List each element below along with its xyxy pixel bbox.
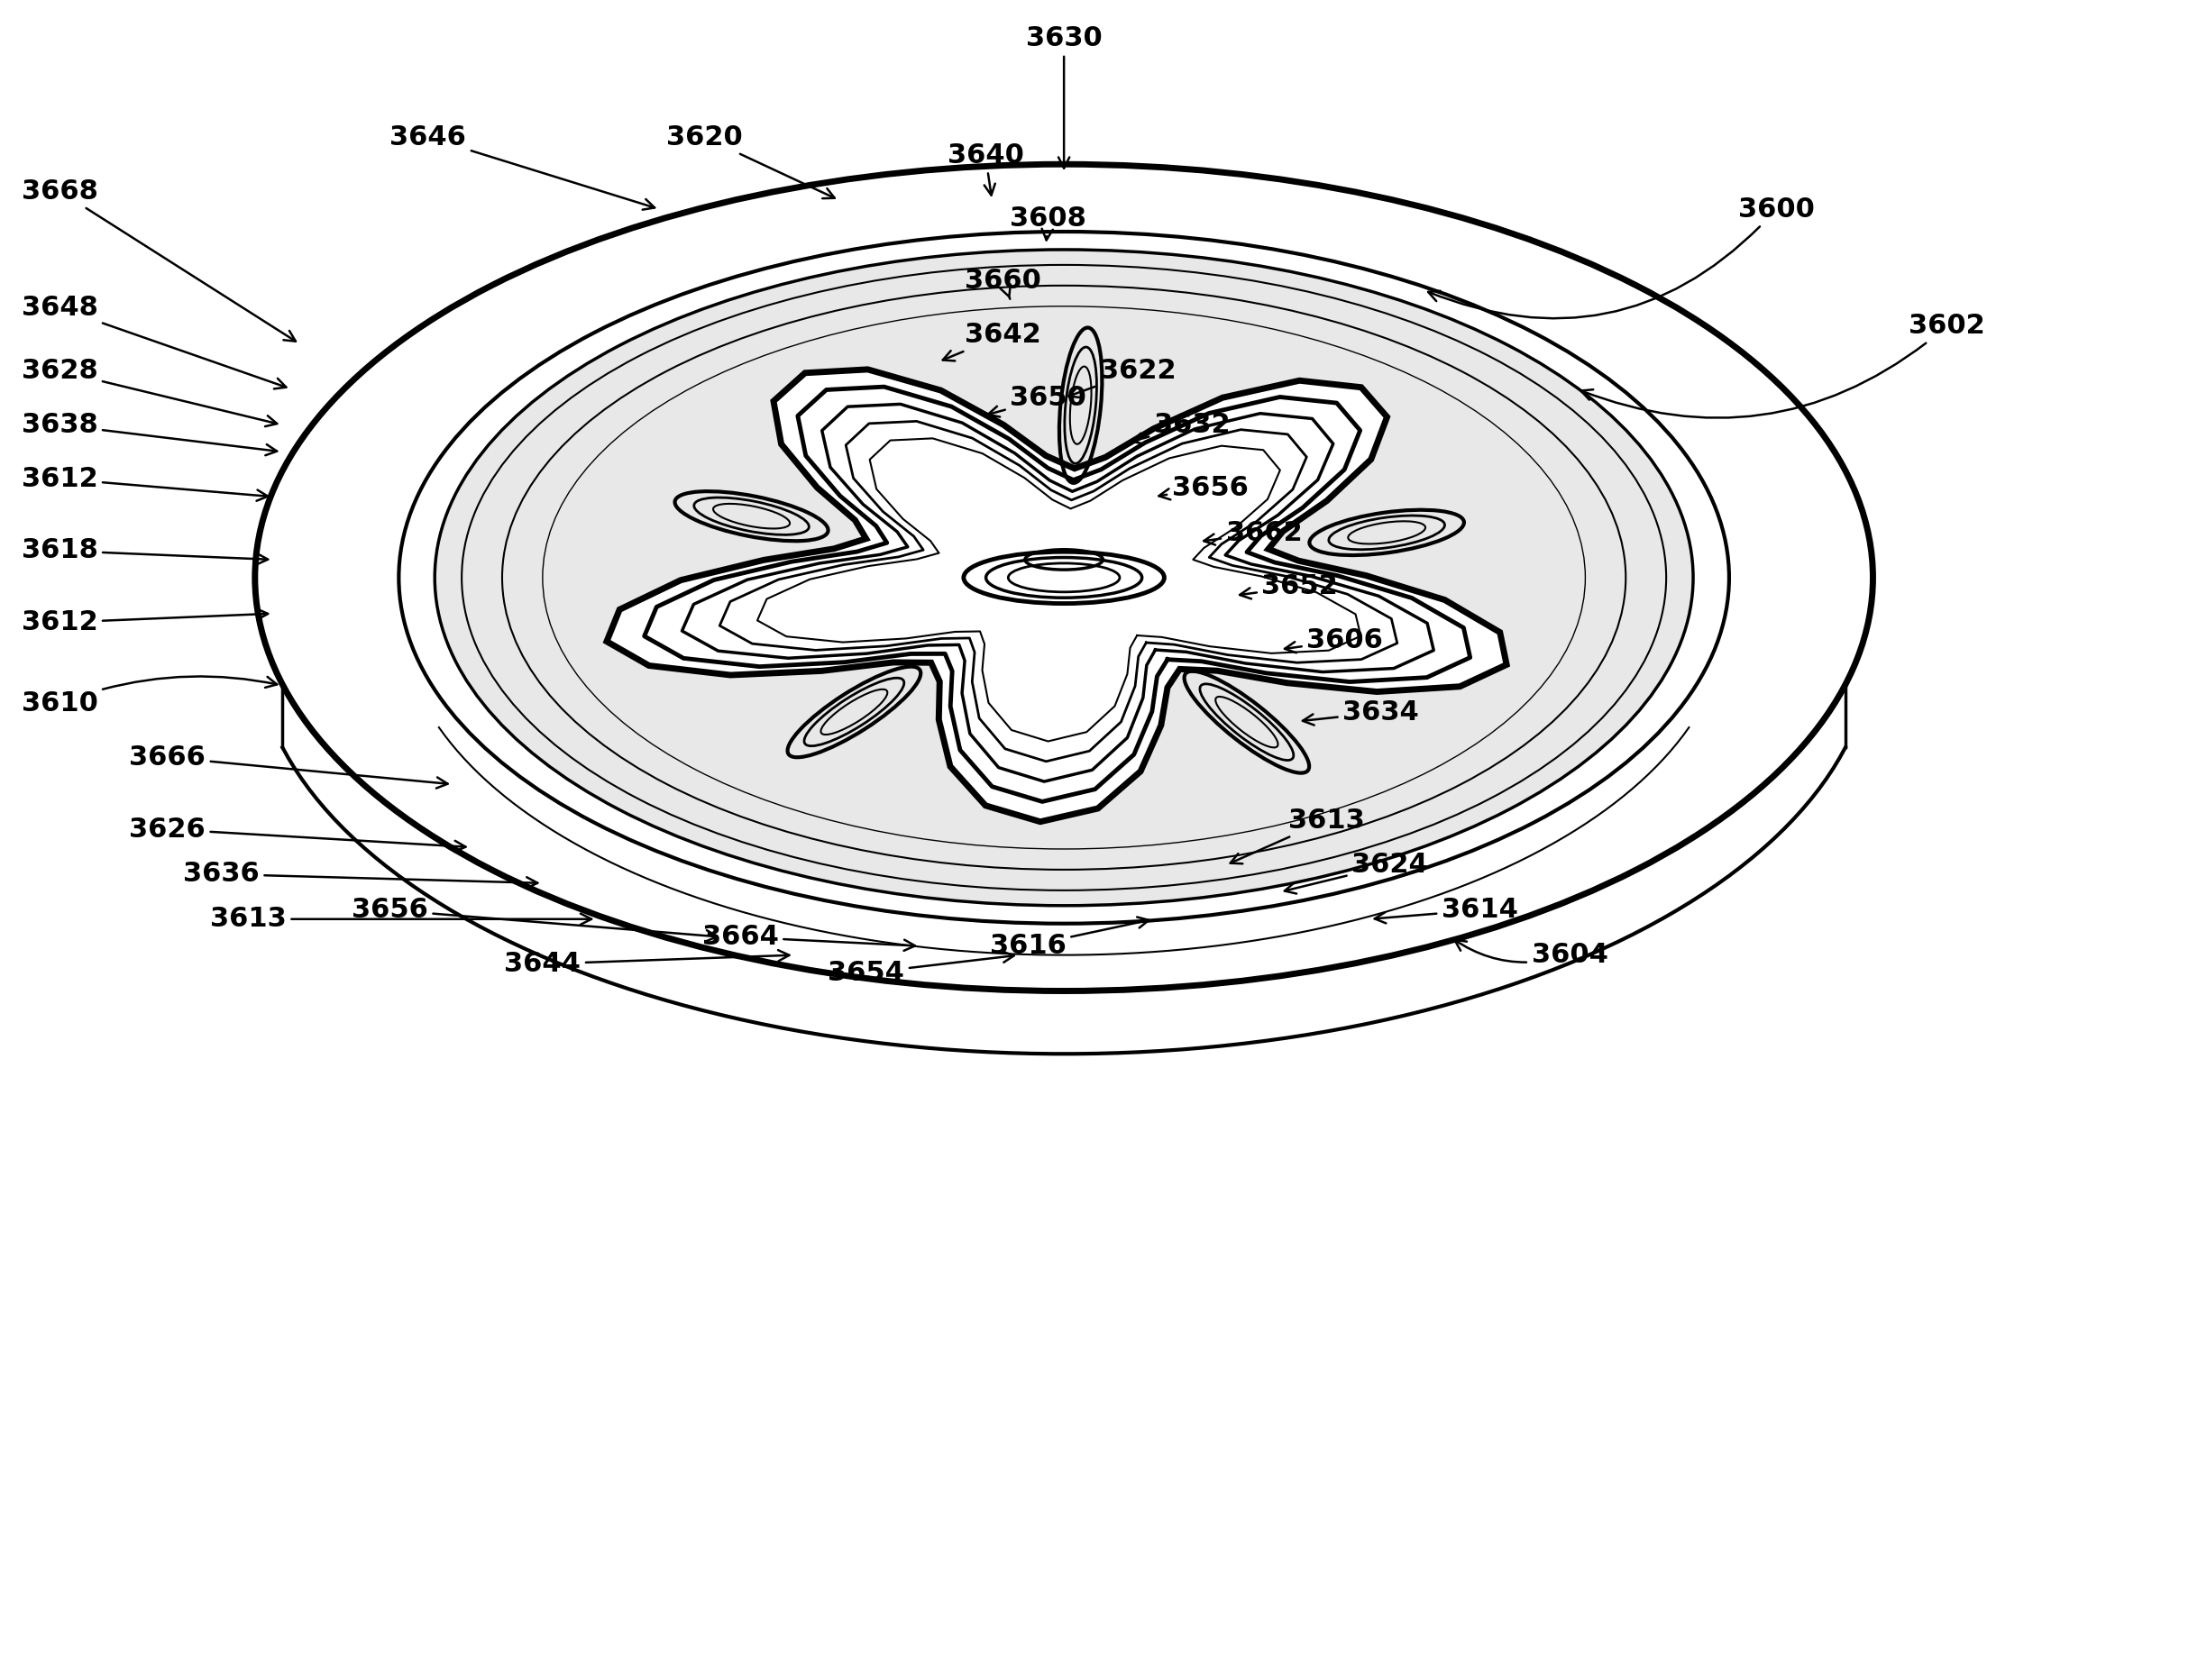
Text: 3616: 3616 — [989, 917, 1150, 959]
Text: 3662: 3662 — [1203, 519, 1302, 546]
Text: 3652: 3652 — [1240, 573, 1337, 600]
Text: 3634: 3634 — [1302, 699, 1419, 726]
Text: 3614: 3614 — [1375, 897, 1518, 924]
Text: 3604: 3604 — [1454, 939, 1609, 968]
Text: 3646: 3646 — [391, 124, 655, 210]
Text: 3654: 3654 — [828, 951, 1013, 986]
Text: 3600: 3600 — [1428, 197, 1814, 319]
Text: 3636: 3636 — [183, 862, 539, 889]
Text: 3602: 3602 — [1580, 312, 1986, 418]
Text: 3613: 3613 — [1229, 806, 1366, 864]
Polygon shape — [607, 370, 1507, 822]
Text: 3620: 3620 — [667, 124, 834, 198]
Text: 3608: 3608 — [1011, 205, 1086, 240]
Text: 3638: 3638 — [22, 412, 276, 455]
Ellipse shape — [435, 250, 1693, 906]
Text: 3610: 3610 — [22, 677, 278, 716]
Text: 3666: 3666 — [130, 744, 448, 788]
Text: 3644: 3644 — [505, 951, 790, 978]
Text: 3624: 3624 — [1284, 852, 1428, 894]
Text: 3656: 3656 — [351, 897, 717, 941]
Text: 3632: 3632 — [1132, 412, 1229, 444]
Text: 3668: 3668 — [22, 178, 296, 341]
Text: 3618: 3618 — [22, 538, 267, 564]
Text: 3622: 3622 — [1068, 358, 1176, 398]
Text: 3628: 3628 — [22, 358, 278, 427]
Text: 3612: 3612 — [22, 465, 267, 501]
Text: 3640: 3640 — [947, 143, 1024, 195]
Text: 3613: 3613 — [210, 906, 591, 932]
Text: 3642: 3642 — [942, 323, 1042, 361]
Text: 3648: 3648 — [22, 296, 287, 388]
Text: 3660: 3660 — [964, 269, 1042, 299]
Text: 3626: 3626 — [130, 816, 466, 852]
Text: 3612: 3612 — [22, 608, 267, 635]
Text: 3664: 3664 — [702, 924, 916, 951]
Text: 3650: 3650 — [989, 385, 1086, 417]
Text: 3630: 3630 — [1026, 25, 1101, 168]
Text: 3606: 3606 — [1284, 627, 1384, 654]
Text: 3656: 3656 — [1159, 475, 1249, 501]
